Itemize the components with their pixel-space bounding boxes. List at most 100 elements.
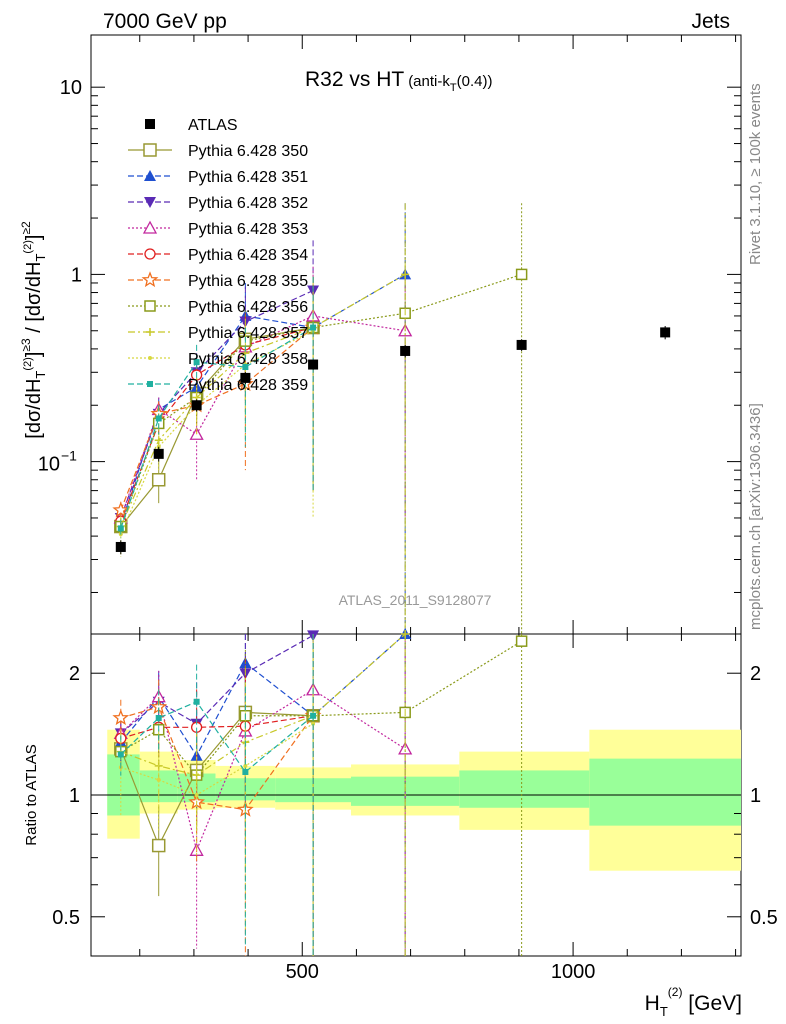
- ratio-axes: 500 1000 2 2 1 1 0.5 0.5: [52, 634, 778, 983]
- legend-entry-ATLAS: ATLAS: [145, 117, 238, 134]
- data-point: [155, 415, 162, 422]
- legend-entry: Pythia 6.428 351: [128, 169, 308, 186]
- ratio-point: [194, 793, 199, 797]
- legend-marker: [147, 381, 153, 387]
- ratio-point: [156, 777, 161, 782]
- legend-label: Pythia 6.428 356: [188, 299, 308, 316]
- series-line: [120, 273, 522, 527]
- legend-marker: [145, 119, 155, 129]
- ratio-line: [120, 634, 314, 734]
- legend-label: Pythia 6.428 350: [188, 143, 308, 160]
- legend-entry: Pythia 6.428 350: [128, 143, 308, 160]
- legend-entry: Pythia 6.428 355: [128, 271, 308, 290]
- data-point: [151, 473, 166, 487]
- legend-marker: [144, 170, 156, 181]
- data-point: [191, 400, 202, 411]
- legend-entry: Pythia 6.428 352: [128, 195, 308, 212]
- ratio-point: [310, 712, 317, 719]
- ytick-exponent: −1: [61, 448, 77, 464]
- series-line: [120, 327, 314, 511]
- ytick-label: 10: [38, 454, 60, 476]
- ratio-ytick-label: 0.5: [750, 907, 778, 929]
- legend-entry: Pythia 6.428 357: [128, 325, 308, 342]
- data-point: [112, 501, 130, 518]
- legend-label: ATLAS: [188, 117, 238, 134]
- data-point: [400, 345, 411, 356]
- legend-entry: Pythia 6.428 356: [128, 299, 308, 316]
- band-green: [589, 758, 741, 826]
- ratio-ylabel: Ratio to ATLAS: [23, 744, 40, 845]
- legend-marker: [146, 328, 154, 336]
- data-point: [308, 359, 319, 370]
- legend-label: Pythia 6.428 359: [188, 377, 308, 394]
- header-left: 7000 GeV pp: [103, 10, 227, 33]
- series-ATLAS: [115, 326, 671, 555]
- ratio-point: [112, 709, 130, 726]
- ratio-point: [155, 714, 162, 721]
- ratio-point: [242, 768, 249, 775]
- data-point: [240, 372, 251, 383]
- data-point: [242, 364, 249, 371]
- ratio-Pythia-6428-359: [117, 634, 317, 956]
- band-green: [459, 770, 590, 808]
- ratio-point: [311, 721, 316, 726]
- upper-series: [112, 203, 671, 634]
- ratio-line: [120, 633, 406, 776]
- ratio-point: [401, 630, 410, 638]
- legend-label: Pythia 6.428 351: [188, 169, 308, 186]
- ratio-ytick-label: 2: [750, 663, 761, 685]
- legend-label: Pythia 6.428 354: [188, 247, 308, 264]
- rivet-label: Rivet 3.1.10, ≥ 100k events: [747, 83, 764, 265]
- legend-entry: Pythia 6.428 358: [128, 351, 308, 368]
- legend-marker: [144, 197, 156, 208]
- legend-marker: [148, 356, 152, 360]
- series-line: [120, 273, 406, 527]
- ratio-point: [515, 635, 528, 647]
- series-Pythia-6428-359: [117, 276, 317, 539]
- chart-title: R32 vs HT (anti-kT(0.4)): [305, 68, 492, 94]
- legend-label: Pythia 6.428 353: [188, 221, 308, 238]
- xtick-label: 1000: [551, 961, 596, 983]
- data-point: [115, 541, 126, 552]
- legend-label: Pythia 6.428 352: [188, 195, 308, 212]
- data-point: [401, 270, 410, 279]
- ratio-line: [120, 633, 406, 757]
- ratio-point: [151, 838, 166, 853]
- legend-label: Pythia 6.428 358: [188, 351, 308, 368]
- data-point: [117, 525, 124, 532]
- ratio-point: [117, 751, 124, 758]
- ratio-series: [112, 628, 528, 956]
- series-line: [120, 273, 406, 525]
- legend-entry: Pythia 6.428 359: [128, 377, 308, 394]
- xtick-label: 500: [286, 961, 319, 983]
- series-line: [120, 330, 314, 535]
- ytick-label: 10: [60, 77, 82, 99]
- legend-marker: [143, 143, 157, 157]
- ratio-ytick-label: 2: [69, 663, 80, 685]
- data-point: [153, 448, 164, 459]
- legend-label: Pythia 6.428 357: [188, 325, 308, 342]
- legend: ATLAS Pythia 6.428 350 Pythia 6.428 351 Pyt…: [128, 117, 308, 394]
- data-point: [660, 327, 671, 338]
- ratio-point: [243, 763, 248, 768]
- ratio-point: [193, 698, 200, 705]
- legend-entry: Pythia 6.428 353: [128, 220, 308, 238]
- data-point: [516, 339, 527, 350]
- ratio-line: [120, 706, 314, 811]
- legend-marker: [144, 300, 156, 312]
- ratio-ytick-label: 0.5: [52, 907, 80, 929]
- svg-text:[dσ/dHT(2)]≥3 / [dσ/dHT(2)]≥2: [dσ/dHT(2)]≥3 / [dσ/dHT(2)]≥2: [19, 221, 48, 439]
- legend-entry: Pythia 6.428 354: [128, 247, 308, 264]
- series-Pythia-6428-358: [118, 278, 316, 557]
- ratio-ytick-label: 1: [69, 785, 80, 807]
- mcplots-label: mcplots.cern.ch [arXiv:1306.3436]: [747, 403, 764, 630]
- ratio-line: [120, 689, 406, 853]
- data-point: [193, 359, 200, 366]
- uncertainty-bands: [91, 729, 741, 871]
- legend-label: Pythia 6.428 355: [188, 273, 308, 290]
- legend-marker: [141, 271, 159, 288]
- legend-marker: [144, 248, 156, 260]
- ratio-ytick-label: 1: [750, 785, 761, 807]
